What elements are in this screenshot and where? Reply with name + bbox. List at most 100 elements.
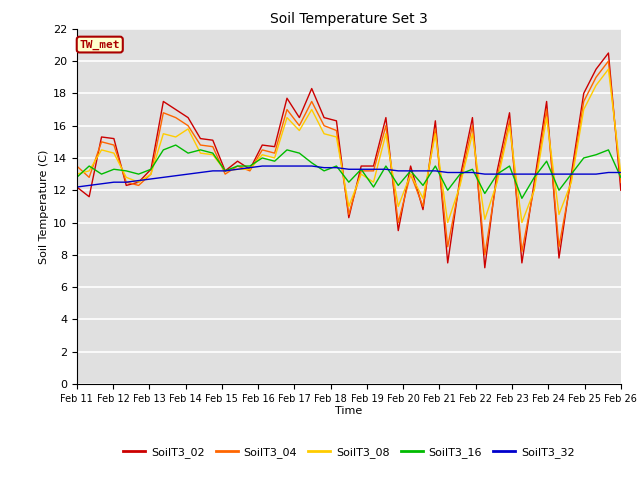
SoilT3_02 [283,96,291,101]
SoilT3_16 [283,147,291,153]
SoilT3_08 [518,220,525,226]
SoilT3_08 [456,182,464,188]
SoilT3_16 [159,147,167,153]
SoilT3_16 [518,195,525,201]
SoilT3_08 [592,83,600,88]
Line: SoilT3_16: SoilT3_16 [77,145,621,198]
SoilT3_04 [209,144,216,150]
SoilT3_08 [394,204,402,209]
SoilT3_02 [110,136,118,142]
SoilT3_08 [209,152,216,157]
SoilT3_16 [184,150,192,156]
SoilT3_16 [419,182,427,188]
Line: SoilT3_02: SoilT3_02 [77,53,621,268]
SoilT3_04 [122,180,130,185]
SoilT3_02 [506,110,513,116]
SoilT3_32 [493,171,501,177]
SoilT3_16 [568,171,575,177]
SoilT3_32 [98,181,106,187]
SoilT3_16 [221,168,229,174]
SoilT3_02 [407,163,415,169]
SoilT3_32 [518,171,525,177]
SoilT3_16 [308,160,316,166]
SoilT3_16 [468,167,476,172]
SoilT3_08 [568,180,575,185]
SoilT3_08 [617,171,625,177]
SoilT3_04 [296,123,303,129]
SoilT3_08 [221,168,229,174]
SoilT3_02 [221,168,229,174]
SoilT3_08 [246,167,253,172]
SoilT3_08 [159,131,167,137]
SoilT3_08 [431,131,439,137]
SoilT3_04 [370,168,378,174]
SoilT3_02 [394,228,402,233]
SoilT3_32 [394,168,402,174]
SoilT3_16 [407,168,415,174]
SoilT3_02 [345,215,353,221]
SoilT3_04 [568,176,575,182]
SoilT3_02 [184,115,192,120]
SoilT3_32 [481,171,489,177]
SoilT3_16 [394,182,402,188]
SoilT3_02 [147,167,155,172]
SoilT3_08 [172,134,180,140]
SoilT3_08 [444,220,452,226]
SoilT3_04 [85,174,93,180]
SoilT3_04 [159,110,167,116]
SoilT3_02 [592,66,600,72]
SoilT3_32 [196,169,204,175]
SoilT3_02 [468,115,476,120]
SoilT3_32 [617,169,625,175]
SoilT3_08 [605,66,612,72]
SoilT3_32 [271,163,278,169]
SoilT3_32 [370,167,378,172]
SoilT3_16 [444,187,452,193]
SoilT3_08 [234,167,241,172]
SoilT3_32 [209,168,216,174]
SoilT3_08 [73,171,81,177]
Text: TW_met: TW_met [79,39,120,49]
SoilT3_32 [147,176,155,182]
SoilT3_32 [283,163,291,169]
SoilT3_02 [73,184,81,190]
SoilT3_08 [271,155,278,161]
SoilT3_32 [382,167,390,172]
SoilT3_08 [333,134,340,140]
SoilT3_04 [184,123,192,129]
SoilT3_16 [370,184,378,190]
SoilT3_32 [592,171,600,177]
SoilT3_04 [196,142,204,148]
SoilT3_04 [221,171,229,177]
SoilT3_04 [468,123,476,129]
SoilT3_32 [308,163,316,169]
SoilT3_32 [444,169,452,175]
SoilT3_32 [555,171,563,177]
SoilT3_02 [333,118,340,124]
SoilT3_32 [407,168,415,174]
SoilT3_02 [444,260,452,266]
SoilT3_08 [506,123,513,129]
SoilT3_16 [617,174,625,180]
SoilT3_16 [580,155,588,161]
SoilT3_16 [271,158,278,164]
SoilT3_16 [135,171,143,177]
SoilT3_16 [320,168,328,174]
SoilT3_32 [110,180,118,185]
SoilT3_32 [135,178,143,183]
Legend: SoilT3_02, SoilT3_04, SoilT3_08, SoilT3_16, SoilT3_32: SoilT3_02, SoilT3_04, SoilT3_08, SoilT3_… [118,443,579,463]
SoilT3_08 [468,131,476,137]
SoilT3_32 [246,165,253,170]
SoilT3_04 [444,244,452,250]
Title: Soil Temperature Set 3: Soil Temperature Set 3 [270,12,428,26]
SoilT3_04 [531,184,538,190]
SoilT3_04 [73,163,81,169]
SoilT3_04 [147,171,155,177]
SoilT3_08 [543,115,550,120]
SoilT3_04 [605,58,612,64]
SoilT3_32 [531,171,538,177]
SoilT3_04 [543,107,550,112]
SoilT3_16 [110,167,118,172]
SoilT3_16 [246,163,253,169]
SoilT3_16 [259,155,266,161]
